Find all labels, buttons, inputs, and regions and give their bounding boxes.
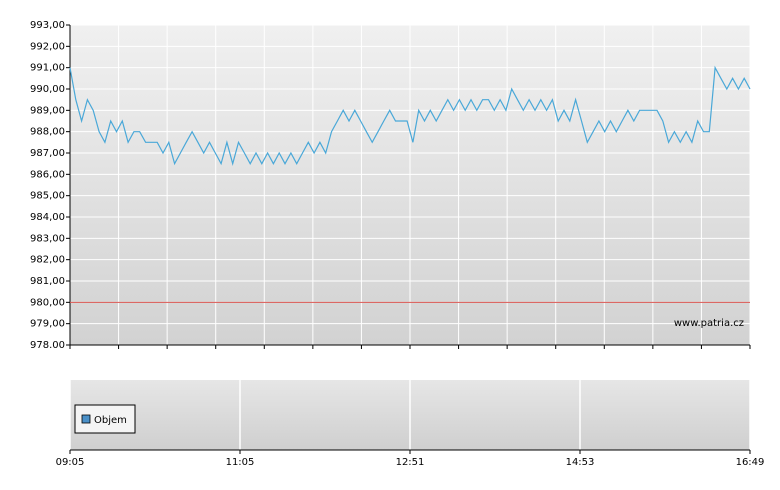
y-tick-label: 983,00 — [30, 233, 65, 244]
legend-label: Objem — [94, 415, 127, 426]
y-tick-label: 985,00 — [30, 191, 65, 202]
watermark: www.patria.cz — [674, 318, 744, 329]
y-tick-label: 992,00 — [30, 41, 65, 52]
x-tick-label: 12:51 — [396, 457, 425, 468]
price-line — [69, 65, 751, 166]
x-tick-label: 16:49 — [736, 457, 765, 468]
y-tick-label: 987,00 — [30, 148, 65, 159]
x-tick-label: 11:05 — [226, 457, 255, 468]
y-tick-label: 986,00 — [30, 169, 65, 180]
x-tick-label: 14:53 — [566, 457, 595, 468]
y-tick-label: 981,00 — [30, 276, 65, 287]
y-tick-label: 993,00 — [30, 20, 65, 31]
y-tick-label: 988,00 — [30, 127, 65, 138]
legend-swatch — [81, 414, 91, 424]
y-tick-label: 984,00 — [30, 212, 65, 223]
y-tick-label: 978.00 — [30, 340, 65, 351]
x-tick-label: 09:05 — [56, 457, 85, 468]
y-tick-label: 989,00 — [30, 105, 65, 116]
y-tick-label: 980,00 — [30, 297, 65, 308]
y-tick-label: 991,00 — [30, 63, 65, 74]
y-tick-label: 982,00 — [30, 255, 65, 266]
y-tick-label: 990,00 — [30, 84, 65, 95]
y-tick-label: 979,00 — [30, 319, 65, 330]
